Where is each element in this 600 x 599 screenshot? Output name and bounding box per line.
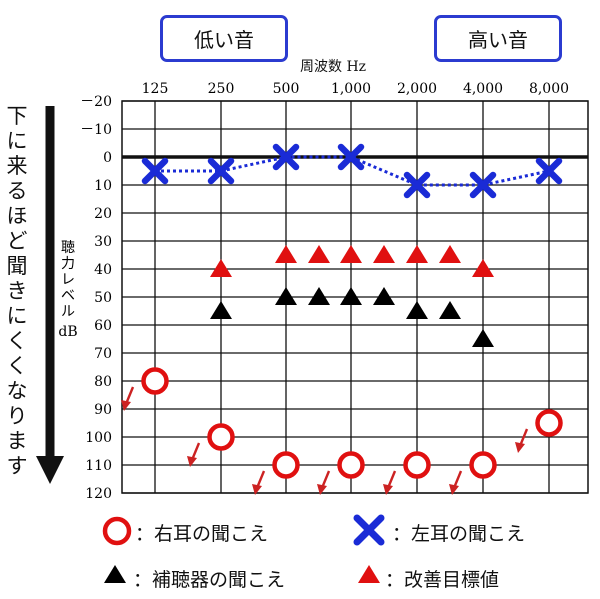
left-ear-point xyxy=(141,157,169,185)
legend-left-ear-label: ：左耳の聞こえ xyxy=(392,523,526,545)
scale-out-arrow-head xyxy=(515,442,525,453)
cross-stroke xyxy=(141,157,169,185)
scale-out-arrow xyxy=(320,470,331,489)
left-ear-point xyxy=(535,157,563,185)
hearing-aid-point xyxy=(275,287,297,305)
left-ear-point xyxy=(207,157,235,185)
legend-hearing-aid-label: ：補聴器の聞こえ xyxy=(133,569,286,591)
y-tick-label: －10 xyxy=(80,122,112,138)
hearing-aid-point xyxy=(439,301,461,319)
scale-out-arrow xyxy=(124,386,135,405)
left-ear-point xyxy=(272,143,300,171)
y-tick-label: －20 xyxy=(80,94,112,110)
hearing-aid-point xyxy=(210,301,232,319)
y-tick-label: 10 xyxy=(94,178,112,194)
y-tick-label: 70 xyxy=(94,346,112,362)
cross-stroke xyxy=(337,143,365,171)
target-point xyxy=(439,245,461,263)
down-arrow-head xyxy=(36,456,64,484)
y-axis-label: dB xyxy=(58,324,77,340)
cross-stroke xyxy=(403,171,431,199)
x-tick-label: 8,000 xyxy=(529,81,569,97)
y-tick-label: 100 xyxy=(85,430,112,446)
scale-out-arrow-head xyxy=(121,400,131,411)
target-point xyxy=(406,245,428,263)
legend-target-label: ：改善目標値 xyxy=(385,569,500,591)
left-ear-point xyxy=(469,171,497,199)
hearing-aid-point xyxy=(340,287,362,305)
y-tick-label: 120 xyxy=(85,486,112,502)
hearing-aid-point xyxy=(472,329,494,347)
scale-out-arrow-head xyxy=(252,484,262,495)
left-ear-point xyxy=(403,171,431,199)
y-tick-label: 110 xyxy=(85,458,112,474)
target-point xyxy=(340,245,362,263)
y-axis-label: ル xyxy=(61,304,75,320)
scale-out-arrow-head xyxy=(317,484,327,495)
scale-out-arrow xyxy=(190,442,201,461)
low-sound-tag: 低い音 xyxy=(160,15,288,62)
y-tick-label: 80 xyxy=(94,374,112,390)
y-axis-label: 聴 xyxy=(61,240,75,256)
x-tick-label: 250 xyxy=(208,81,235,97)
target-point xyxy=(210,259,232,277)
right-ear-point xyxy=(337,451,365,479)
y-axis-label: 力 xyxy=(61,256,75,272)
right-ear-point xyxy=(535,409,563,437)
side-caption: 下に来るほど聞きにくくなります xyxy=(6,104,28,478)
target-point xyxy=(373,245,395,263)
y-axis-label: ベ xyxy=(61,288,75,304)
scale-out-arrow-head xyxy=(383,484,393,495)
right-ear-point xyxy=(207,423,235,451)
scale-out-arrow xyxy=(386,470,397,489)
y-tick-label: 0 xyxy=(103,150,112,166)
y-tick-label: 90 xyxy=(94,402,112,418)
target-point xyxy=(472,259,494,277)
scale-out-arrow-head xyxy=(449,484,459,495)
right-ear-point xyxy=(403,451,431,479)
x-tick-label: 4,000 xyxy=(463,81,503,97)
scale-out-arrow xyxy=(452,470,463,489)
high-sound-tag: 高い音 xyxy=(434,15,562,62)
x-tick-label: 1,000 xyxy=(331,81,371,97)
cross-stroke xyxy=(272,143,300,171)
y-tick-label: 40 xyxy=(94,262,112,278)
right-ear-point xyxy=(141,367,169,395)
hearing-aid-point xyxy=(373,287,395,305)
y-tick-label: 50 xyxy=(94,290,112,306)
right-ear-point xyxy=(272,451,300,479)
x-tick-label: 500 xyxy=(273,81,300,97)
right-ear-point xyxy=(469,451,497,479)
target-point xyxy=(275,245,297,263)
legend-right-ear-label: ：右耳の聞こえ xyxy=(135,523,269,545)
scale-out-arrow-head xyxy=(187,456,197,467)
left-ear-point xyxy=(337,143,365,171)
y-tick-label: 30 xyxy=(94,234,112,250)
y-tick-label: 60 xyxy=(94,318,112,334)
x-tick-label: 125 xyxy=(142,81,169,97)
y-tick-label: 20 xyxy=(94,206,112,222)
y-axis-label: レ xyxy=(61,272,75,288)
x-tick-label: 2,000 xyxy=(397,81,437,97)
x-axis-label: 周波数 Hz xyxy=(300,59,367,75)
target-point xyxy=(308,245,330,263)
cross-stroke xyxy=(469,171,497,199)
cross-stroke xyxy=(535,157,563,185)
scale-out-arrow xyxy=(255,470,266,489)
cross-stroke xyxy=(207,157,235,185)
scale-out-arrow xyxy=(518,428,529,447)
hearing-aid-point xyxy=(308,287,330,305)
hearing-aid-point xyxy=(406,301,428,319)
